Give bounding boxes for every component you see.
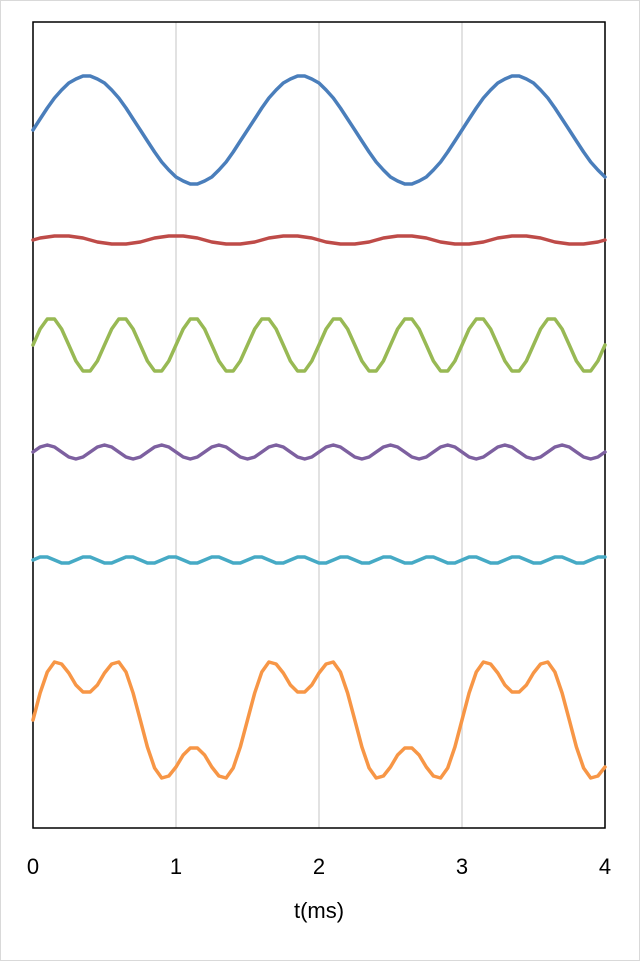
series-line <box>31 555 607 565</box>
series-line <box>31 660 607 780</box>
x-tick-label: 1 <box>170 854 182 879</box>
series-line <box>31 317 607 373</box>
series-line <box>31 74 607 186</box>
x-tick-label: 2 <box>313 854 325 879</box>
x-tick-label: 4 <box>599 854 611 879</box>
series-line <box>31 443 607 461</box>
x-tick-label: 0 <box>27 854 39 879</box>
x-tick-label: 3 <box>456 854 468 879</box>
x-axis-label: t(ms) <box>294 898 344 923</box>
plot-border <box>32 21 606 829</box>
series-line <box>31 234 607 246</box>
